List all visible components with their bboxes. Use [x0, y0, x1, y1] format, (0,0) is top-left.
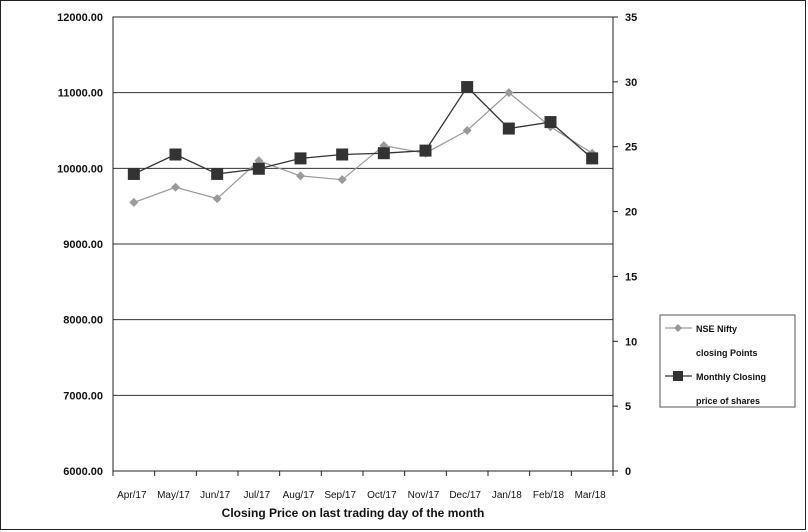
data-point — [127, 167, 140, 180]
grid-lines — [113, 16, 613, 472]
data-point — [336, 148, 349, 161]
y-right-tick-label: 35 — [625, 12, 637, 24]
legend: NSE Nifty closing Points Monthly Closing pr… — [659, 314, 796, 408]
data-point — [377, 147, 390, 160]
data-point — [462, 126, 472, 135]
data-point — [171, 182, 180, 192]
legend-box — [659, 314, 796, 408]
legend-marker — [674, 324, 682, 332]
data-point — [337, 175, 347, 185]
y-left-tick-label: 12000.00 — [57, 12, 103, 24]
series-line — [133, 86, 593, 175]
x-tick-label: Oct/17 — [367, 490, 397, 501]
x-tick-label: May/17 — [157, 490, 190, 501]
data-point — [586, 152, 599, 165]
data-point — [129, 197, 139, 207]
y-right-tick-label: 25 — [625, 142, 637, 154]
left-axis-ticks: 6000.00 7000.00 8000.00 9000.00 10000.00 1100… — [57, 12, 103, 478]
right-axis-ticks: 0 5 10 15 20 25 30 35 — [613, 12, 637, 478]
y-right-tick-label: 10 — [625, 336, 637, 348]
legend-label: price of shares — [696, 396, 760, 406]
y-right-tick-label: 0 — [625, 466, 631, 478]
data-point — [296, 171, 305, 181]
x-tick-label: Dec/17 — [449, 490, 481, 501]
data-point — [252, 162, 265, 175]
data-point — [169, 148, 182, 161]
x-tick-label: Sep/17 — [324, 490, 356, 501]
legend-marker — [673, 371, 683, 381]
series-1 — [129, 88, 597, 207]
y-right-tick-label: 30 — [625, 77, 637, 89]
data-point — [544, 116, 557, 129]
x-tick-label: Jun/17 — [200, 490, 230, 501]
x-tick-label: Jul/17 — [243, 490, 270, 501]
x-tick-label: Aug/17 — [283, 490, 315, 501]
data-point — [461, 81, 474, 94]
data-point — [212, 194, 222, 204]
y-left-tick-label: 11000.00 — [58, 88, 103, 100]
y-left-tick-label: 7000.00 — [63, 390, 103, 402]
data-point — [419, 144, 432, 157]
y-left-tick-label: 6000.00 — [63, 466, 103, 478]
data-point — [504, 88, 514, 98]
x-axis-ticks: Apr/17 May/17 Jun/17 Jul/17 Aug/17 Sep/17 Oct/… — [112, 471, 614, 501]
data-point — [502, 122, 515, 135]
data-point — [294, 152, 307, 165]
x-tick-label: Nov/17 — [408, 490, 440, 501]
y-right-tick-label: 20 — [625, 207, 637, 219]
x-axis-label: Closing Price on last trading day of the… — [222, 506, 485, 520]
series-layer — [127, 81, 599, 207]
y-left-tick-label: 9000.00 — [63, 239, 103, 251]
x-tick-label: Mar/18 — [575, 490, 607, 501]
y-left-tick-label: 10000.00 — [57, 163, 103, 175]
data-point — [211, 167, 224, 180]
series-line — [133, 91, 593, 203]
y-right-tick-label: 5 — [625, 401, 631, 413]
legend-label: closing Points — [696, 348, 758, 358]
series-2 — [127, 81, 599, 180]
y-right-tick-label: 15 — [625, 271, 637, 283]
x-tick-label: Jan/18 — [492, 490, 522, 501]
x-tick-label: Feb/18 — [533, 490, 565, 501]
y-left-tick-label: 8000.00 — [63, 315, 103, 327]
legend-label: NSE Nifty — [696, 324, 737, 334]
legend-label: Monthly Closing — [696, 372, 766, 382]
x-tick-label: Apr/17 — [117, 490, 147, 501]
